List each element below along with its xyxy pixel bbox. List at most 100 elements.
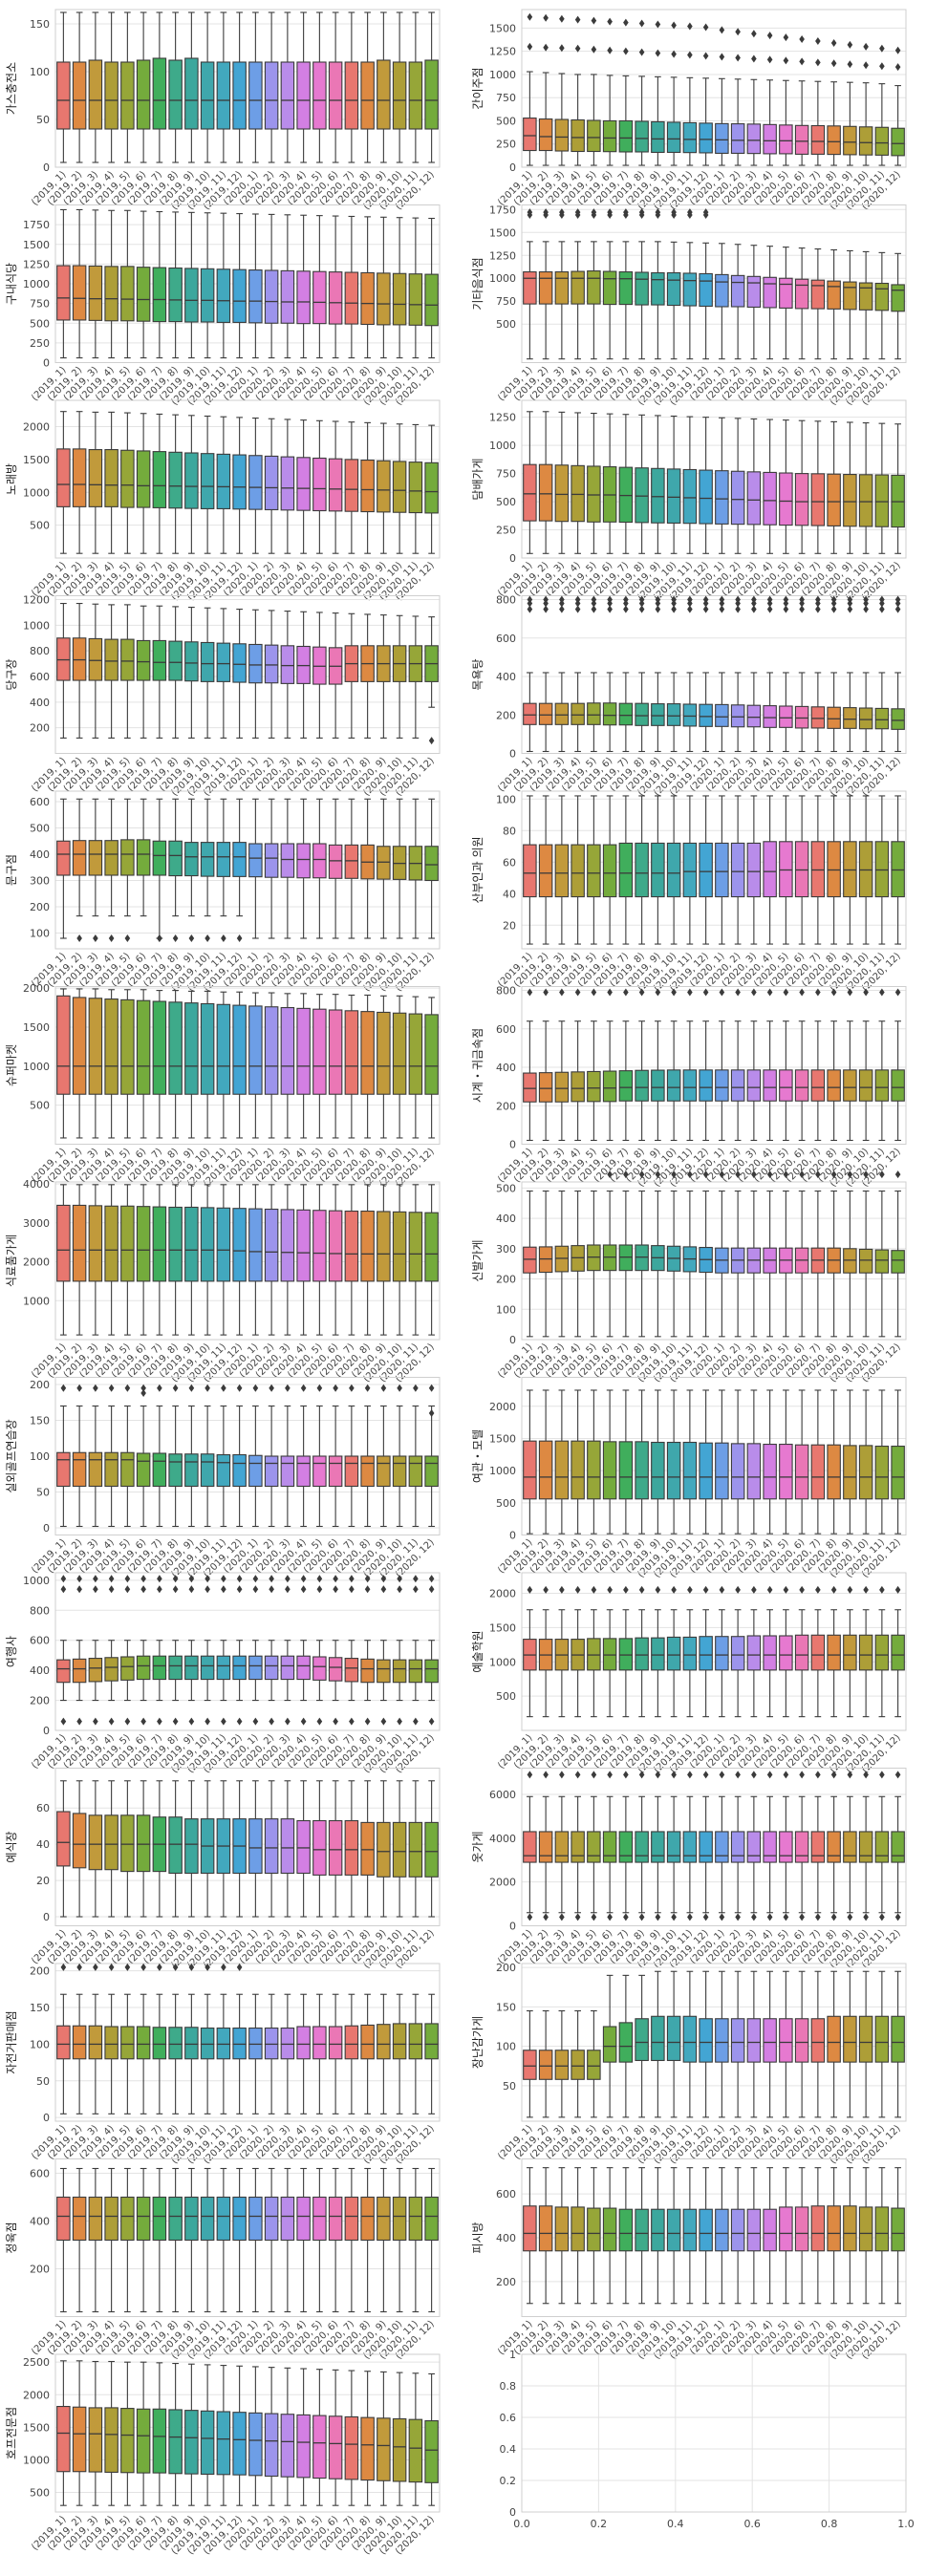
box-iqr [795, 279, 808, 309]
outlier-point [575, 16, 581, 24]
outlier-point [703, 23, 709, 31]
y-tick-label: 500 [30, 1100, 50, 1112]
outlier-point [607, 1771, 613, 1778]
box-11 [217, 417, 229, 553]
box-24 [892, 596, 904, 752]
box-iqr [345, 1011, 357, 1094]
outlier-point [831, 39, 837, 47]
outlier-point [863, 1586, 869, 1594]
y-tick-label: 200 [496, 1962, 516, 1974]
box-iqr [137, 1815, 149, 1872]
box-iqr [859, 1070, 872, 1101]
box-6 [603, 414, 615, 553]
box-iqr [571, 120, 584, 152]
outlier-point [592, 1771, 597, 1778]
y-tick-label: 0 [43, 161, 50, 174]
box-iqr [859, 1249, 872, 1273]
box-iqr [105, 639, 118, 680]
box-6 [137, 1781, 149, 1917]
box-13 [716, 1586, 728, 1717]
outlier-point [140, 1964, 146, 1971]
box-3 [555, 412, 568, 553]
box-24 [425, 425, 438, 553]
box-iqr [153, 1656, 165, 1679]
box-6 [137, 2169, 149, 2312]
outlier-point [333, 1718, 338, 1726]
box-13 [249, 993, 262, 1138]
box-12 [700, 418, 712, 554]
box-iqr [137, 2027, 149, 2059]
box-21 [844, 1390, 856, 1534]
box-6 [137, 1185, 149, 1335]
y-tick-label: 1750 [489, 204, 516, 216]
y-tick-label: 250 [496, 525, 516, 537]
box-23 [875, 1170, 888, 1337]
box-iqr [619, 703, 632, 725]
box-4 [571, 989, 584, 1141]
box-16 [297, 215, 310, 357]
box-18 [329, 12, 341, 162]
outlier-point [815, 606, 821, 613]
outlier-point [140, 1575, 146, 1582]
box-iqr [619, 1639, 632, 1670]
box-5 [121, 799, 134, 942]
outlier-point [285, 1385, 291, 1392]
box-iqr [185, 642, 198, 681]
box-1 [57, 989, 70, 1138]
box-iqr [747, 1832, 760, 1862]
outlier-point [639, 49, 645, 56]
box-iqr [105, 62, 118, 129]
box-6 [603, 1586, 615, 1717]
box-22 [859, 1971, 872, 2117]
y-tick-label: 1000 [489, 69, 516, 81]
box-iqr [780, 1832, 792, 1862]
box-iqr [892, 285, 904, 311]
box-1 [57, 2169, 70, 2312]
box-16 [297, 612, 310, 738]
y-tick-label: 150 [30, 18, 50, 31]
box-6 [137, 12, 149, 162]
outlier-point [831, 606, 837, 613]
outlier-point [157, 1964, 162, 1971]
box-iqr [875, 1070, 888, 1101]
box-iqr [345, 2026, 357, 2059]
box-iqr [859, 842, 872, 897]
y-axis-label: 노래방 [5, 463, 18, 495]
box-iqr [619, 1442, 632, 1499]
y-axis-label: 시계・귀금속점 [471, 1028, 485, 1103]
outlier-point [848, 606, 853, 613]
box-5 [588, 989, 600, 1141]
box-14 [731, 1971, 743, 2117]
box-2 [539, 989, 551, 1141]
box-11 [217, 1964, 229, 2114]
box-iqr [859, 1832, 872, 1862]
box-21 [377, 1385, 390, 1527]
box-iqr [185, 2028, 198, 2059]
box-13 [716, 1771, 728, 1921]
box-16 [297, 1185, 310, 1335]
box-3 [555, 1390, 568, 1534]
y-tick-label: 0 [509, 552, 516, 565]
box-19 [811, 1771, 824, 1921]
box-iqr [795, 706, 808, 728]
box-14 [265, 1185, 277, 1335]
box-10 [201, 608, 213, 738]
box-1 [57, 1781, 70, 1917]
outlier-point [607, 1586, 613, 1594]
box-15 [281, 12, 293, 162]
box-iqr [555, 272, 568, 305]
y-tick-label: 400 [496, 671, 516, 683]
box-iqr [393, 62, 405, 129]
y-tick-label: 400 [30, 697, 50, 709]
box-15 [281, 612, 293, 739]
box-18 [329, 1781, 341, 1917]
outlier-point [671, 606, 677, 613]
outlier-point [687, 1586, 693, 1594]
box-2 [73, 1385, 85, 1527]
y-axis-label: 산부인과 의원 [471, 836, 485, 903]
box-14 [265, 1575, 277, 1725]
box-iqr [828, 842, 840, 897]
box-iqr [249, 844, 262, 877]
